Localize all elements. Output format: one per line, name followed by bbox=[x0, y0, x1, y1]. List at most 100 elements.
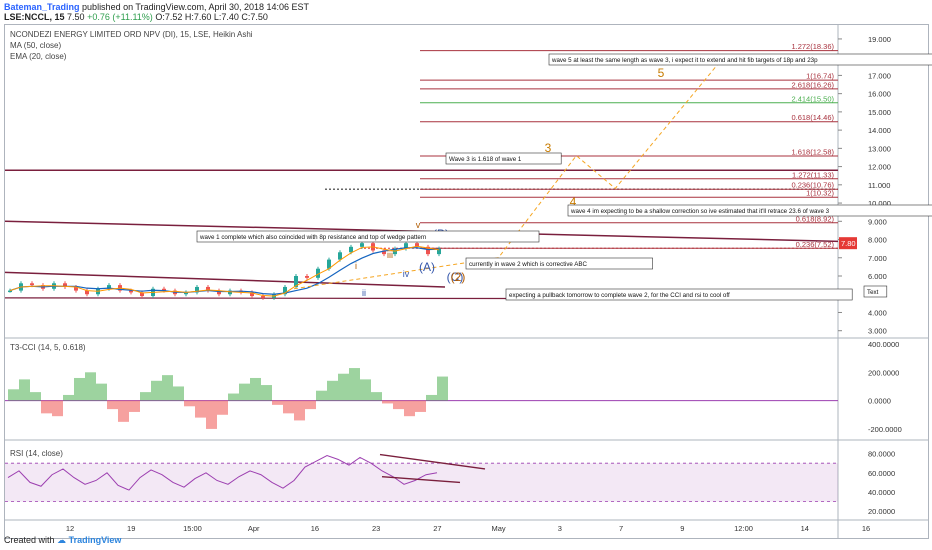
wave-label: 5 bbox=[658, 66, 665, 80]
candle bbox=[217, 290, 221, 295]
fib-level-label: 1.618(12.58) bbox=[791, 148, 834, 157]
y-tick-label: 6.000 bbox=[868, 272, 887, 281]
ma-legend: MA (50, close) bbox=[10, 41, 62, 50]
candle bbox=[382, 250, 386, 255]
cci-bar bbox=[151, 380, 162, 401]
annotation-text: wave 4 im expecting to be a shallow corr… bbox=[570, 208, 830, 215]
candle bbox=[162, 288, 166, 291]
annotation-text: expecting a pullback tomorrow to complet… bbox=[509, 292, 730, 299]
y-tick-label: 12.000 bbox=[868, 163, 891, 172]
cci-bar bbox=[283, 400, 294, 414]
cci-bar bbox=[261, 385, 272, 401]
cci-bar bbox=[96, 383, 107, 401]
wave-label: 3 bbox=[545, 141, 552, 155]
candle bbox=[261, 296, 265, 298]
cci-bar bbox=[437, 376, 448, 401]
x-tick-label: 19 bbox=[127, 524, 135, 533]
cci-bar bbox=[206, 400, 217, 429]
last-price: 7.50 bbox=[67, 12, 85, 22]
created-with: Created with bbox=[4, 535, 55, 545]
wave-projection bbox=[293, 62, 720, 290]
rsi-tick-label: 20.0000 bbox=[868, 507, 895, 516]
x-tick-label: 27 bbox=[433, 524, 441, 533]
cci-legend: T3-CCI (14, 5, 0.618) bbox=[10, 343, 86, 352]
wave-label: iv bbox=[403, 269, 410, 279]
y-tick-label: 10.000 bbox=[868, 199, 891, 208]
rsi-tick-label: 60.0000 bbox=[868, 469, 895, 478]
y-tick-label: 13.000 bbox=[868, 144, 891, 153]
candle bbox=[107, 285, 111, 289]
fib-level-label: 0.236(10.76) bbox=[791, 181, 834, 190]
cci-bar bbox=[415, 400, 426, 412]
ohlc-values: O:7.52 H:7.60 L:7.40 C:7.50 bbox=[155, 12, 268, 22]
y-tick-label: 9.000 bbox=[868, 217, 887, 226]
fib-level-label: 1(10.32) bbox=[806, 189, 834, 198]
price-change: +0.76 (+11.11%) bbox=[87, 12, 153, 22]
cci-bar bbox=[118, 400, 129, 422]
candle bbox=[8, 290, 12, 293]
candle bbox=[437, 248, 441, 255]
y-tick-label: 16.000 bbox=[868, 90, 891, 99]
fib-level-label: 0.618(8.92) bbox=[796, 214, 835, 223]
candle bbox=[294, 276, 298, 287]
candle bbox=[129, 290, 133, 293]
author-link[interactable]: Bateman_Trading bbox=[4, 2, 80, 12]
cci-bar bbox=[360, 379, 371, 401]
candle bbox=[30, 283, 34, 286]
cci-bar bbox=[272, 400, 283, 405]
candle bbox=[140, 292, 144, 297]
x-tick-label: 3 bbox=[558, 524, 562, 533]
annotation-box bbox=[863, 285, 888, 298]
annotation-box bbox=[567, 204, 932, 217]
x-tick-label: 14 bbox=[801, 524, 809, 533]
symbol-line: LSE:NCCL, 15 7.50 +0.76 (+11.11%) O:7.52… bbox=[4, 12, 268, 22]
tradingview-link[interactable]: TradingView bbox=[68, 535, 122, 545]
tradingview-cloud-icon: ☁ bbox=[57, 535, 67, 545]
cci-bar bbox=[85, 372, 96, 401]
candle bbox=[338, 252, 342, 260]
cci-tick-label: -200.0000 bbox=[868, 425, 902, 434]
annotation-box bbox=[505, 288, 853, 301]
x-tick-label: Apr bbox=[248, 524, 260, 533]
ema-line bbox=[9, 245, 440, 297]
cci-bar bbox=[41, 400, 52, 414]
candle bbox=[283, 286, 287, 295]
cci-bar bbox=[30, 392, 41, 401]
publish-line: Bateman_Trading published on TradingView… bbox=[4, 2, 309, 12]
rsi-band bbox=[5, 463, 838, 502]
annotation-box bbox=[465, 257, 653, 270]
y-tick-label: 15.000 bbox=[868, 108, 891, 117]
last-price-label: 7.80 bbox=[841, 239, 856, 248]
fib-level-label: 1(16.74) bbox=[806, 72, 834, 81]
cci-bar bbox=[217, 400, 228, 415]
chart-title: NCONDEZI ENERGY LIMITED ORD NPV (DI), 15… bbox=[10, 30, 253, 39]
y-tick-label: 11.000 bbox=[868, 181, 890, 190]
candle bbox=[85, 290, 89, 295]
cci-bar bbox=[239, 383, 250, 401]
x-tick-label: 15:00 bbox=[183, 524, 202, 533]
y-tick-label: 7.000 bbox=[868, 254, 887, 263]
cci-bar bbox=[305, 400, 316, 410]
cci-bar bbox=[371, 392, 382, 401]
cci-bar bbox=[327, 380, 338, 401]
cci-bar bbox=[404, 400, 415, 417]
last-price-tag bbox=[839, 237, 857, 250]
candle bbox=[360, 243, 364, 247]
x-tick-label: May bbox=[492, 524, 506, 533]
cci-bar bbox=[426, 394, 437, 401]
cci-bar bbox=[63, 394, 74, 401]
rsi-tick-label: 80.0000 bbox=[868, 450, 895, 459]
x-tick-label: 16 bbox=[862, 524, 870, 533]
cci-bar bbox=[382, 400, 393, 404]
fib-level-label: 0.618(14.46) bbox=[791, 113, 834, 122]
annotation-box bbox=[548, 53, 932, 66]
cci-bar bbox=[250, 377, 261, 401]
wave-label: v bbox=[416, 220, 421, 230]
annotation-text: wave 5 at least the same length as wave … bbox=[551, 57, 818, 64]
publish-info: published on TradingView.com, April 30, … bbox=[82, 2, 310, 12]
cci-bar bbox=[393, 400, 404, 410]
rsi-line bbox=[7, 454, 438, 491]
x-tick-label: 23 bbox=[372, 524, 380, 533]
x-tick-label: 7 bbox=[619, 524, 623, 533]
